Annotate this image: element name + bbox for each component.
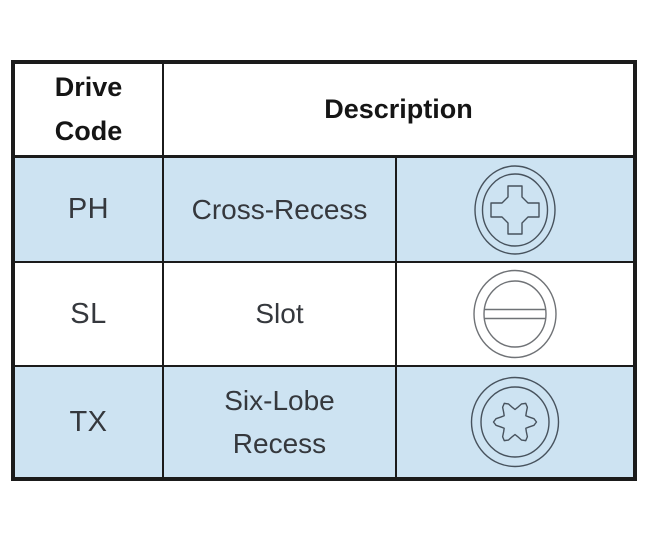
row-ph-code-label: PH — [67, 193, 110, 225]
row-sl-code-cell: SL — [15, 263, 164, 367]
row-tx-description-cell: Six-Lobe Recess — [164, 367, 397, 477]
header-drive-code-label: Drive Code — [54, 72, 123, 146]
row-ph-icon-cell — [397, 158, 633, 263]
row-sl-description-cell: Slot — [164, 263, 397, 367]
row-tx-description-label: Six-Lobe Recess — [224, 384, 335, 459]
row-ph-description-label: Cross-Recess — [191, 193, 368, 225]
row-sl-description-label: Slot — [255, 298, 304, 330]
slot-icon — [473, 269, 557, 359]
row-tx-code-cell: TX — [15, 367, 164, 477]
header-cell-drive-code: Drive Code — [15, 64, 164, 158]
row-tx-code-label: TX — [69, 405, 108, 438]
header-description-label: Description — [324, 93, 473, 124]
row-sl-icon-cell — [397, 263, 633, 367]
row-sl-code-label: SL — [70, 297, 107, 330]
row-ph-description-cell: Cross-Recess — [164, 158, 397, 263]
drive-code-table: Drive Code Description PH Cross-Recess S… — [11, 60, 637, 481]
row-tx-icon-cell — [397, 367, 633, 477]
header-cell-description: Description — [164, 64, 633, 158]
phillips-cross-recess-icon — [474, 164, 556, 255]
row-ph-code-cell: PH — [15, 158, 164, 263]
six-lobe-recess-icon — [470, 376, 560, 468]
